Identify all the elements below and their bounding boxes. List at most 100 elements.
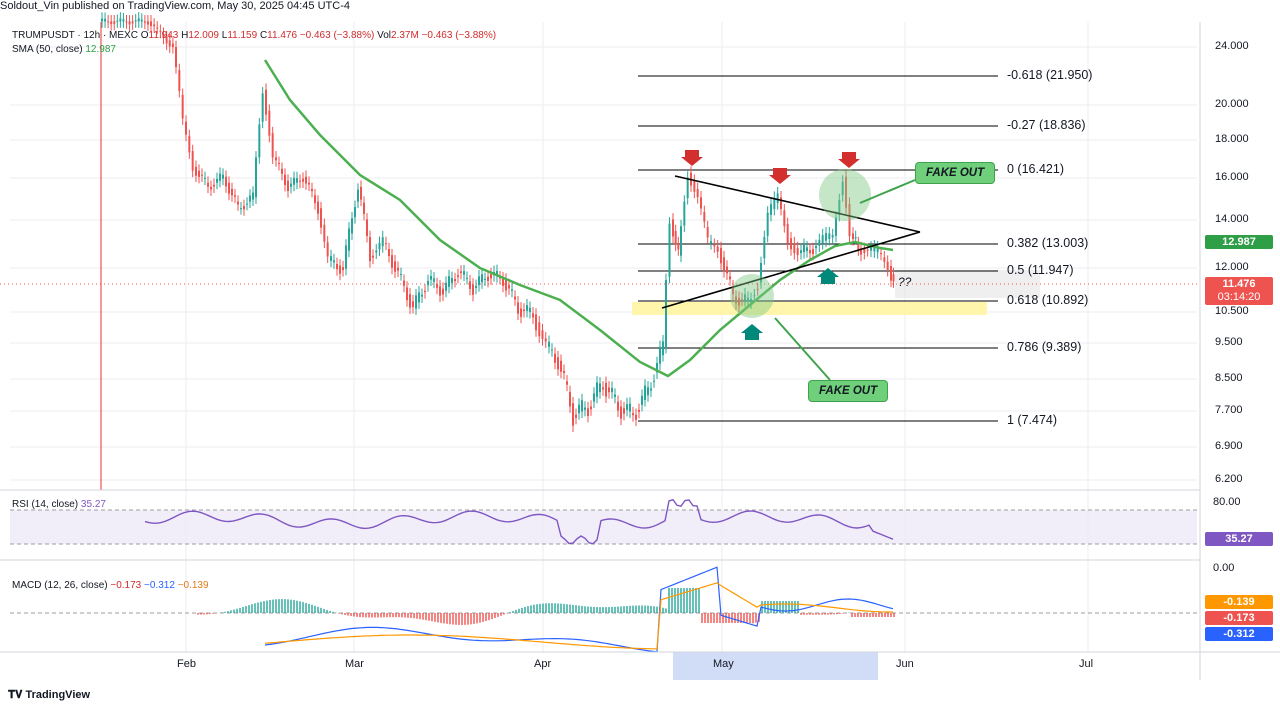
vol-change: −0.463 (−3.88%) — [421, 30, 497, 41]
macd-bar — [692, 588, 694, 613]
macd-bar — [470, 613, 472, 625]
candle-body — [560, 360, 562, 372]
candle-body — [696, 188, 699, 198]
macd-bar — [701, 613, 703, 623]
macd-bar — [740, 613, 742, 623]
candle-body — [317, 201, 319, 214]
candle-body — [693, 180, 696, 192]
publisher-line: Soldout_Vin published on TradingView.com… — [0, 0, 350, 12]
macd-bar — [440, 613, 442, 623]
macd-bar — [269, 599, 271, 613]
candle-body — [511, 289, 513, 291]
macd-bar — [320, 607, 322, 613]
candle-body — [806, 247, 808, 252]
tradingview-logo[interactable]: 𝐓𝐕 TradingView — [8, 689, 90, 702]
macd-bar — [488, 613, 490, 621]
macd-bar — [791, 601, 793, 613]
macd-bar — [797, 601, 799, 613]
macd-bar — [686, 588, 688, 613]
candle-body — [750, 299, 752, 303]
macd-bar — [794, 601, 796, 613]
candle-body — [828, 233, 831, 240]
macd-v2: −0.312 — [144, 580, 175, 591]
macd-bar — [386, 613, 388, 618]
macd-bar — [275, 599, 277, 613]
candle-body — [107, 21, 110, 23]
fakeout-callout-top: FAKE OUT — [915, 162, 996, 184]
candle-body — [776, 193, 779, 204]
candle-body — [614, 394, 616, 397]
macd-bar — [242, 606, 244, 613]
macd-bar — [590, 606, 592, 613]
candle-body — [638, 409, 640, 412]
price-tick: 7.700 — [1215, 404, 1243, 416]
macd-histogram — [197, 588, 895, 625]
vol-label: Vol — [377, 30, 391, 41]
macd-bar — [521, 607, 523, 613]
candle-body — [575, 414, 577, 418]
macd-bar — [866, 613, 868, 617]
macd-bar — [653, 606, 655, 613]
candle-body — [122, 19, 125, 22]
macd-bar — [455, 613, 457, 625]
macd-bar — [422, 613, 424, 620]
fib-lines — [638, 75, 998, 422]
candle-body — [563, 370, 565, 374]
candle-body — [541, 330, 544, 339]
macd-bar — [641, 605, 643, 613]
time-tick: Apr — [534, 658, 552, 670]
macd-bar — [569, 604, 571, 613]
chart-grid — [10, 22, 1197, 652]
candle-body — [608, 387, 610, 393]
macd-bar — [689, 588, 691, 613]
candle-body — [848, 203, 851, 237]
sma-price-badge: 12.987 — [1205, 235, 1273, 249]
macd-bar — [419, 613, 421, 620]
candle-body — [252, 192, 254, 200]
candle-body — [457, 275, 459, 277]
price-tick: 8.500 — [1215, 372, 1243, 384]
candle-body — [683, 201, 686, 226]
macd-bar — [449, 613, 451, 625]
macd-line — [264, 566, 894, 653]
macd-bar — [374, 613, 376, 618]
macd-bar — [821, 613, 823, 615]
candle-body — [803, 244, 805, 253]
candle-body — [659, 346, 661, 364]
candle-body — [185, 121, 187, 135]
candle-body — [140, 19, 143, 22]
candle-body — [821, 235, 824, 244]
candle-body — [496, 270, 498, 277]
macd-bar — [836, 613, 838, 615]
candle-body — [526, 305, 528, 311]
candle-body — [168, 40, 171, 47]
macd-bar — [347, 613, 349, 616]
candle-body — [146, 21, 149, 25]
time-tick: Feb — [177, 658, 196, 670]
macd-bar — [251, 604, 253, 613]
macd-bar — [491, 613, 493, 620]
candle-body — [818, 239, 821, 246]
candle-body — [240, 208, 242, 210]
candle-body — [381, 237, 384, 247]
candle-body — [700, 197, 702, 209]
candle-body — [113, 21, 116, 24]
macd-bar — [671, 588, 673, 613]
macd-legend: MACD (12, 26, close) −0.173 −0.312 −0.13… — [12, 580, 209, 591]
candle-body — [611, 387, 613, 393]
candle-body — [333, 260, 335, 263]
close-label: C — [259, 30, 268, 41]
candle-body — [517, 302, 519, 314]
candle-body — [234, 195, 236, 197]
candle-body — [339, 265, 341, 274]
macd-bar — [734, 613, 736, 623]
candle-body — [427, 280, 429, 286]
macd-bar — [317, 606, 319, 613]
macd-bar — [389, 613, 391, 618]
candle-body — [741, 298, 743, 300]
macd-bar — [221, 612, 223, 613]
fib-label: -0.27 (18.836) — [1007, 118, 1086, 132]
rsi-value: 35.27 — [80, 499, 106, 510]
macd-bar — [560, 603, 562, 613]
